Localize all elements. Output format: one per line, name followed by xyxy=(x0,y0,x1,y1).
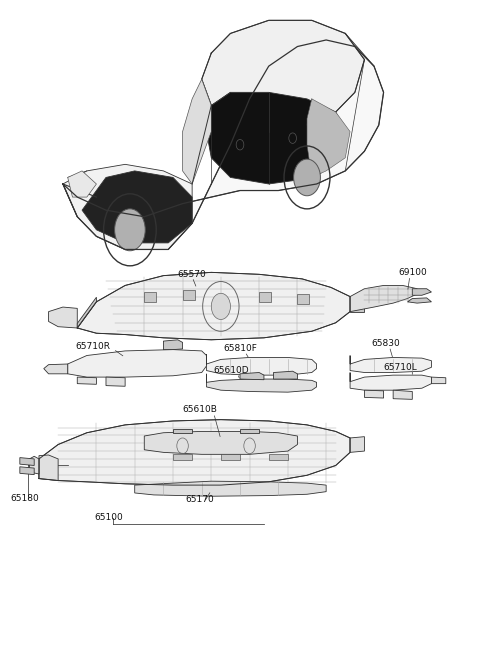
Polygon shape xyxy=(82,171,192,243)
Polygon shape xyxy=(269,454,288,461)
Polygon shape xyxy=(350,437,364,453)
Polygon shape xyxy=(206,374,317,392)
Polygon shape xyxy=(63,165,192,249)
Text: 65570: 65570 xyxy=(178,270,206,279)
Polygon shape xyxy=(173,430,192,433)
Text: 65710R: 65710R xyxy=(75,342,110,351)
Polygon shape xyxy=(206,354,317,375)
Polygon shape xyxy=(307,99,350,177)
Polygon shape xyxy=(48,307,77,328)
Polygon shape xyxy=(182,290,194,300)
Polygon shape xyxy=(364,390,384,398)
Text: 65810F: 65810F xyxy=(223,344,257,354)
Polygon shape xyxy=(39,420,350,485)
Polygon shape xyxy=(350,356,432,373)
Polygon shape xyxy=(350,373,432,390)
Polygon shape xyxy=(350,297,364,312)
Text: 65610D: 65610D xyxy=(214,366,249,375)
Polygon shape xyxy=(240,373,264,380)
Polygon shape xyxy=(77,272,350,340)
Polygon shape xyxy=(77,377,96,384)
Polygon shape xyxy=(63,40,384,249)
Polygon shape xyxy=(221,454,240,461)
Polygon shape xyxy=(29,457,39,474)
Polygon shape xyxy=(173,454,192,461)
Polygon shape xyxy=(135,482,326,496)
Polygon shape xyxy=(106,377,125,386)
Polygon shape xyxy=(68,171,96,197)
Polygon shape xyxy=(412,289,432,295)
Polygon shape xyxy=(259,292,271,302)
Polygon shape xyxy=(20,458,34,466)
Polygon shape xyxy=(39,455,58,481)
Polygon shape xyxy=(202,20,364,132)
Text: 65170: 65170 xyxy=(185,495,214,504)
Text: 65830: 65830 xyxy=(372,339,400,348)
Polygon shape xyxy=(182,79,211,184)
Polygon shape xyxy=(350,285,417,312)
Circle shape xyxy=(115,209,145,251)
Polygon shape xyxy=(240,430,259,433)
Text: 65100: 65100 xyxy=(94,514,123,522)
Polygon shape xyxy=(144,292,156,302)
Text: 65710L: 65710L xyxy=(384,363,417,372)
Polygon shape xyxy=(393,390,412,400)
Polygon shape xyxy=(274,371,298,379)
Circle shape xyxy=(294,159,321,195)
Polygon shape xyxy=(144,432,298,455)
Polygon shape xyxy=(20,467,34,475)
Polygon shape xyxy=(163,340,182,350)
Polygon shape xyxy=(68,350,206,377)
Polygon shape xyxy=(206,92,345,184)
Polygon shape xyxy=(408,298,432,303)
Text: 65610B: 65610B xyxy=(182,405,217,415)
Polygon shape xyxy=(44,364,68,374)
Polygon shape xyxy=(298,294,310,304)
Polygon shape xyxy=(432,377,446,384)
Circle shape xyxy=(211,293,230,319)
Polygon shape xyxy=(77,297,96,328)
Text: 69100: 69100 xyxy=(398,268,427,277)
Text: 65180: 65180 xyxy=(10,494,39,502)
